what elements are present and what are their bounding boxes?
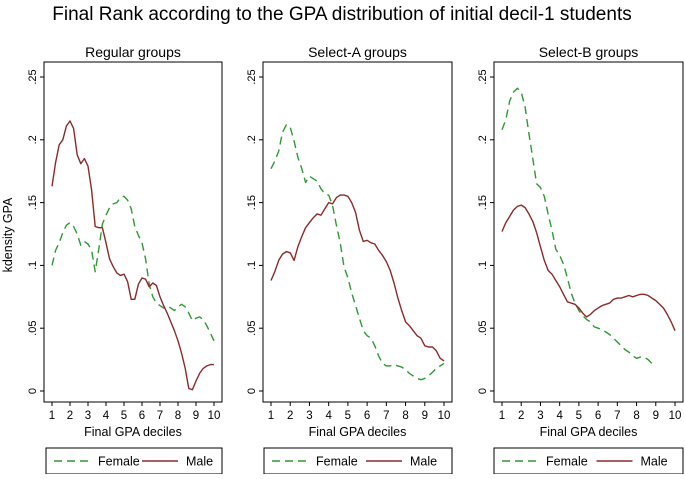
series-points-female (52, 196, 214, 341)
legend-label-male: Male (641, 455, 668, 469)
x-tick-label: 3 (537, 410, 543, 422)
x-tick-label: 3 (85, 410, 91, 422)
y-tick-label: .1 (477, 261, 489, 270)
x-tick-label: 9 (653, 410, 659, 422)
y-tick-label: 0 (27, 388, 39, 394)
y-tick-label: .2 (477, 135, 489, 144)
series-line-male (502, 205, 675, 331)
x-tick-label: 8 (175, 410, 181, 422)
x-tick-label: 1 (499, 410, 505, 422)
x-tick-label: 2 (518, 410, 524, 422)
series-line-male (271, 195, 444, 361)
x-tick-label: 2 (67, 410, 73, 422)
legend: Female Male (494, 448, 683, 474)
legend-label-female: Female (546, 455, 588, 469)
y-tick-label: .2 (27, 135, 39, 144)
legend: Female Male (46, 448, 222, 474)
y-tick-label: .2 (246, 135, 258, 144)
series-points-female (502, 88, 656, 366)
y-tick-label: .05 (477, 321, 489, 336)
x-tick-label: 10 (438, 410, 451, 422)
panel-frame (44, 62, 222, 402)
panel-subtitle: Regular groups (85, 44, 181, 60)
x-tick-label: 2 (287, 410, 293, 422)
legend-label-female: Female (98, 455, 140, 469)
y-tick-label: .25 (246, 69, 258, 84)
x-tick-label: 6 (139, 410, 145, 422)
x-tick-label: 10 (208, 410, 221, 422)
x-tick-label: 9 (193, 410, 199, 422)
y-tick-label: 0 (477, 388, 489, 394)
y-tick-label: .05 (27, 321, 39, 336)
y-tick-label: 0 (246, 388, 258, 394)
x-tick-label: 6 (364, 410, 370, 422)
legend-label-male: Male (186, 455, 213, 469)
y-axis-label: kdensity GPA (1, 197, 15, 272)
x-tick-label: 8 (402, 410, 408, 422)
x-tick-label: 6 (595, 410, 601, 422)
y-tick-label: .15 (477, 195, 489, 210)
panel-subtitle: Select-B groups (539, 44, 639, 60)
series-line-male (52, 121, 214, 390)
x-tick-label: 3 (306, 410, 312, 422)
y-tick-label: .05 (246, 321, 258, 336)
legend-label-female: Female (316, 455, 358, 469)
y-tick-label: .15 (246, 195, 258, 210)
x-tick-label: 5 (345, 410, 351, 422)
x-tick-label: 8 (633, 410, 639, 422)
panel-subtitle: Select-A groups (308, 44, 407, 60)
x-tick-label: 7 (614, 410, 620, 422)
x-tick-label: 4 (325, 410, 332, 422)
y-tick-label: .1 (27, 261, 39, 270)
x-tick-label: 7 (383, 410, 389, 422)
legend: Female Male (264, 448, 452, 474)
x-axis-label: Final GPA deciles (84, 425, 182, 439)
y-tick-label: .15 (27, 195, 39, 210)
series-line-female (502, 88, 656, 366)
y-tick-label: .25 (477, 69, 489, 84)
series-line-female (52, 196, 214, 340)
x-tick-label: 7 (157, 410, 163, 422)
y-tick-label: .25 (27, 69, 39, 84)
legend-label-male: Male (410, 455, 437, 469)
x-tick-label: 1 (49, 410, 55, 422)
x-tick-label: 4 (103, 410, 110, 422)
x-tick-label: 4 (556, 410, 563, 422)
chart-panel-2: Select-A groups 0 .05 .1 .15 .2 .25 1 2 3 4 5 6 7 8 9 10… (246, 44, 452, 474)
x-tick-label: 10 (669, 410, 682, 422)
series-points-male (502, 205, 675, 331)
series-points-male (52, 121, 214, 390)
x-tick-label: 5 (576, 410, 582, 422)
x-tick-label: 1 (268, 410, 274, 422)
x-tick-label: 9 (422, 410, 428, 422)
x-tick-label: 5 (121, 410, 127, 422)
chart-title: Final Rank according to the GPA distribu… (52, 4, 631, 25)
x-axis-label: Final GPA deciles (309, 425, 407, 439)
x-axis-label: Final GPA deciles (540, 425, 638, 439)
chart-panel-3: Select-B groups 0 .05 .1 .15 .2 .25 1 2 3 4 5 6 7 8 9 10… (477, 44, 683, 474)
y-tick-label: .1 (246, 261, 258, 270)
panel-frame (263, 62, 452, 402)
panel-frame (494, 62, 683, 402)
